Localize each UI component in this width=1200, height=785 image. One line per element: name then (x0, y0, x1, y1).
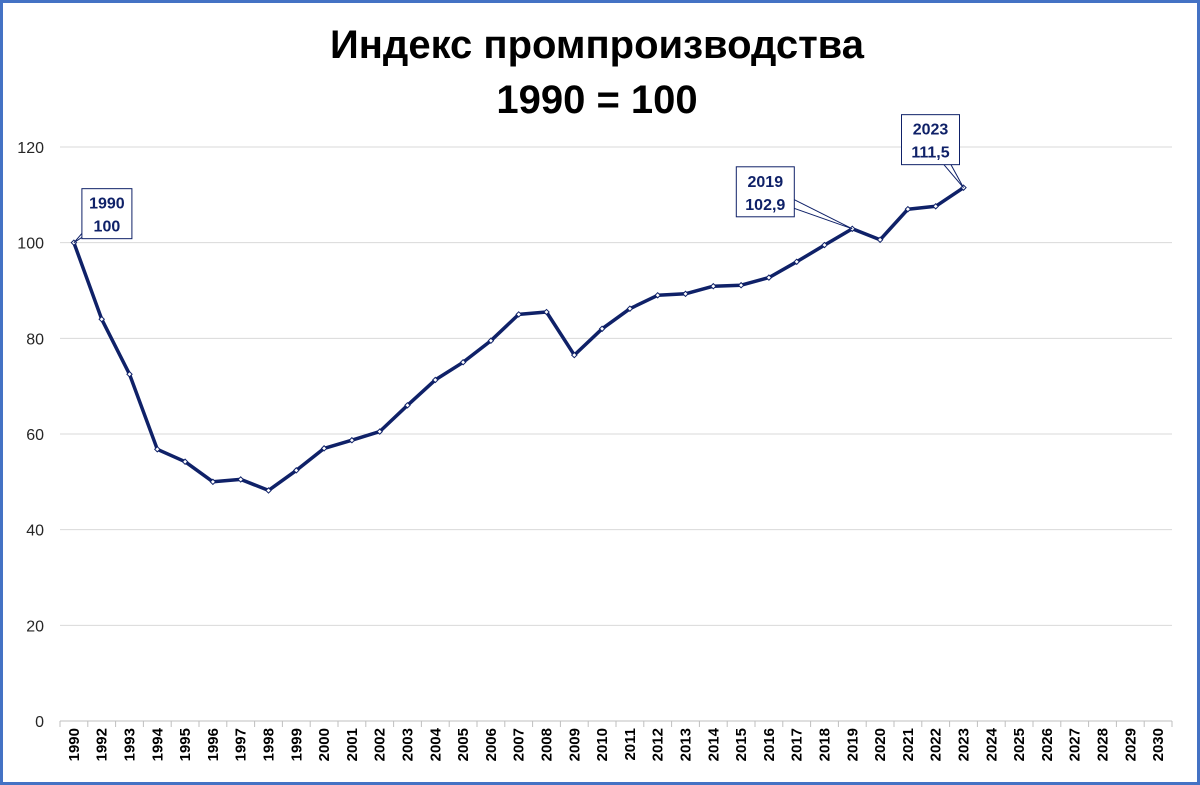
x-tick-label: 2027 (1067, 728, 1084, 761)
callout-2023: 2023 111,5 (901, 114, 964, 188)
chart-title: Индекс промпроизводства (330, 23, 864, 67)
callout-box (901, 114, 960, 166)
x-tick-label: 2026 (1039, 728, 1056, 761)
y-axis: 0 20 40 60 80 100 120 (17, 140, 44, 731)
data-point (626, 305, 634, 312)
x-tick-label: 2009 (566, 728, 583, 761)
x-tick-label: 1990 (66, 728, 83, 761)
data-point (709, 282, 717, 290)
x-tick-label: 2010 (594, 728, 611, 761)
x-tick-label: 2007 (511, 728, 528, 761)
y-tick-label: 120 (17, 140, 44, 157)
x-tick-label: 1993 (122, 728, 139, 761)
gridlines (60, 146, 1172, 626)
data-point (431, 376, 439, 384)
x-tick-label: 2003 (400, 728, 417, 761)
x-tick-label: 2016 (761, 728, 778, 761)
data-point (821, 241, 828, 249)
callout-value-label: 102,9 (745, 197, 785, 214)
x-tick-label: 2022 (928, 728, 945, 761)
callout-box (81, 188, 133, 240)
x-tick-label: 2002 (372, 728, 389, 761)
data-point (904, 205, 912, 213)
x-tick-label: 2015 (733, 728, 750, 761)
x-axis: 1990 1992 1993 1994 1995 1996 1997 1998 1999 2000… (59, 720, 1173, 761)
callout-year-label: 1990 (89, 196, 125, 213)
data-point (292, 467, 300, 474)
data-point (515, 311, 523, 318)
x-tick-label: 2030 (1150, 728, 1167, 761)
x-tick-label: 2020 (872, 728, 889, 761)
data-point (459, 358, 467, 366)
data-point (765, 274, 773, 281)
callout-value-label: 111,5 (911, 145, 949, 162)
x-tick-label: 2012 (650, 728, 667, 761)
x-tick-label: 1999 (288, 728, 305, 761)
x-tick-label: 2019 (844, 728, 861, 761)
x-tick-label: 2029 (1122, 728, 1139, 761)
y-tick-label: 0 (35, 714, 44, 731)
x-tick-label: 2023 (956, 728, 973, 761)
data-point (98, 315, 106, 323)
x-tick-label: 1996 (205, 728, 222, 761)
data-point (348, 436, 356, 444)
x-tick-label: 2013 (678, 728, 695, 761)
data-point (126, 370, 133, 378)
data-point (265, 487, 272, 494)
x-tick-label: 1994 (149, 727, 166, 761)
x-tick-label: 2004 (427, 727, 444, 761)
data-point (876, 236, 884, 244)
x-tick-label: 2028 (1095, 728, 1112, 761)
data-point (487, 337, 495, 345)
y-tick-label: 20 (26, 618, 44, 635)
data-point (932, 203, 940, 210)
x-tick-label: 2014 (705, 727, 722, 761)
data-point (153, 445, 161, 453)
y-tick-label: 60 (26, 427, 44, 444)
data-point (209, 478, 217, 486)
x-tick-label: 2021 (900, 728, 917, 761)
series-layer (70, 184, 967, 494)
data-point (682, 290, 689, 298)
x-tick-label: 2025 (1011, 728, 1028, 761)
data-point (404, 401, 411, 409)
callout-year-label: 2019 (748, 174, 784, 191)
x-tick-label: 2024 (983, 727, 1000, 761)
callout-box (735, 166, 795, 218)
callout-value-label: 100 (94, 219, 121, 236)
x-tick-label: 2011 (622, 728, 639, 761)
data-point (181, 458, 189, 466)
y-tick-label: 100 (17, 236, 44, 253)
x-tick-label: 1997 (233, 728, 250, 761)
series-line (72, 185, 966, 493)
callouts-layer: 1990 100 2019 102,9 2023 111,5 (73, 114, 964, 244)
y-tick-label: 40 (26, 523, 44, 540)
x-tick-label: 2017 (789, 728, 806, 761)
data-point (654, 291, 662, 299)
x-tick-label: 2001 (344, 728, 361, 761)
callout-1990: 1990 100 (73, 188, 133, 244)
x-tick-label: 2018 (817, 728, 834, 761)
data-point (793, 258, 801, 266)
data-point (237, 476, 245, 483)
x-tick-label: 1992 (94, 728, 111, 761)
data-point (737, 281, 745, 289)
callout-2019: 2019 102,9 (735, 166, 853, 230)
x-tick-label: 2005 (455, 728, 472, 761)
data-point (543, 308, 550, 316)
x-tick-label: 2008 (539, 728, 556, 761)
data-point (320, 445, 328, 452)
x-tick-label: 1998 (261, 728, 278, 761)
x-tick-label: 2000 (316, 728, 333, 761)
x-tick-label: 1995 (177, 728, 194, 761)
x-tick-label: 2006 (483, 728, 500, 761)
data-point (598, 325, 606, 333)
data-point (376, 428, 384, 435)
data-point (570, 351, 578, 359)
callout-year-label: 2023 (913, 122, 949, 139)
chart-subtitle: 1990 = 100 (496, 78, 698, 122)
y-tick-label: 80 (26, 331, 44, 348)
